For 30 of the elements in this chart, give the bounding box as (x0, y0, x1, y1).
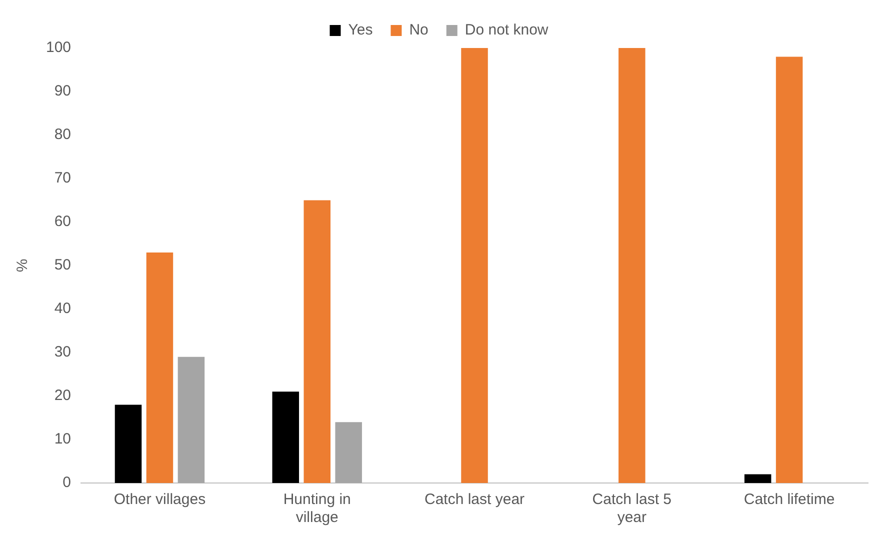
y-tick-label: 30 (54, 344, 72, 361)
bar (304, 200, 330, 483)
x-tick-label: Catch lifetime (744, 491, 835, 508)
y-tick-label: 100 (46, 39, 72, 56)
bar (335, 422, 362, 483)
x-tick-label: Other villages (114, 491, 206, 508)
bar (461, 48, 488, 483)
bar (618, 48, 646, 483)
y-tick-label: 80 (54, 126, 72, 144)
legend-label: Yes (348, 22, 373, 39)
legend-label: No (409, 22, 428, 39)
bar (744, 474, 772, 483)
bar (776, 56, 803, 483)
y-tick-label: 70 (54, 170, 72, 187)
y-tick-label: 60 (54, 213, 72, 230)
x-tick-label: Catch last year (424, 491, 525, 508)
bar (146, 252, 174, 483)
x-tick-label: Catch last 5 year (592, 491, 672, 526)
y-tick-label: 0 (62, 474, 72, 492)
y-tick-label: 50 (54, 256, 72, 274)
bar (114, 404, 142, 483)
y-tick-label: 90 (54, 82, 72, 100)
y-tick-label: 20 (54, 387, 72, 404)
y-tick-label: 40 (54, 300, 72, 318)
legend-label: Do not know (464, 22, 548, 39)
y-tick-label: 10 (54, 430, 72, 448)
bar (178, 356, 205, 483)
x-tick-label: Hunting in village (283, 491, 351, 526)
bar (272, 392, 300, 483)
y-axis-title: % (14, 258, 32, 272)
